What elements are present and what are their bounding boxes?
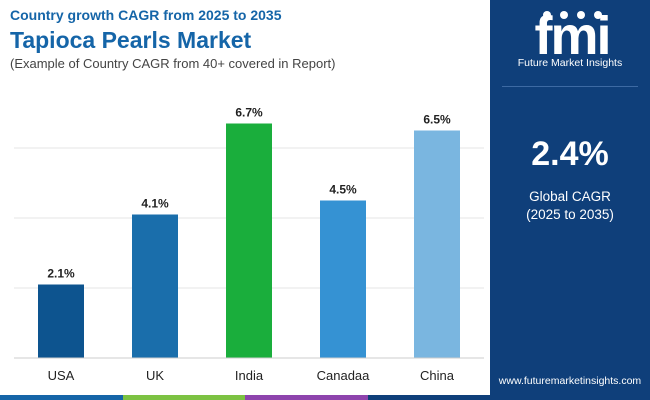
category-label: UK <box>146 368 164 383</box>
bottom-color-strip <box>0 395 490 400</box>
category-label: India <box>235 368 264 383</box>
website-url: www.futuremarketinsights.com <box>498 375 642 387</box>
strip-segment <box>0 395 123 400</box>
panel-divider <box>502 86 638 87</box>
global-cagr-period: (2025 to 2035) <box>526 207 614 222</box>
value-label: 6.7% <box>235 106 263 120</box>
chart-subtitle: (Example of Country CAGR from 40+ covere… <box>10 56 336 71</box>
strip-segment <box>245 395 368 400</box>
value-label: 6.5% <box>423 113 451 127</box>
value-label: 4.5% <box>329 183 357 197</box>
logo-mail-icon <box>560 11 568 19</box>
bar-china <box>414 130 460 358</box>
bar-canadaa <box>320 200 366 358</box>
global-cagr-label: Global CAGR <box>529 189 611 204</box>
chart-title: Tapioca Pearls Market <box>10 27 252 53</box>
category-label: USA <box>48 368 75 383</box>
global-cagr-value: 2.4% <box>531 135 609 173</box>
brand-name: Future Market Insights <box>517 57 623 69</box>
logo-person-icon <box>594 11 602 19</box>
bars <box>38 123 460 358</box>
category-label: Canadaa <box>317 368 371 383</box>
chart-kicker: Country growth CAGR from 2025 to 2035 <box>10 7 282 23</box>
bar-usa <box>38 284 84 358</box>
category-labels: USA UK India Canadaa China <box>48 368 455 383</box>
value-label: 4.1% <box>141 197 169 211</box>
summary-panel: fmi Future Market Insights 2.4% Global C… <box>490 0 650 400</box>
strip-segment <box>367 395 490 400</box>
bar-uk <box>132 214 178 358</box>
strip-segment <box>122 395 245 400</box>
logo-tree-icon <box>577 11 585 19</box>
bar-chart: 2.1% 4.1% 6.7% 4.5% 6.5% USA UK India Canadaa Ch… <box>14 106 484 383</box>
value-labels: 2.1% 4.1% 6.7% 4.5% 6.5% <box>47 106 451 281</box>
value-label: 2.1% <box>47 267 75 281</box>
chart-header: Country growth CAGR from 2025 to 2035 Ta… <box>10 6 480 72</box>
fmi-logo: fmi <box>535 6 612 66</box>
category-label: China <box>420 368 455 383</box>
logo-globe-icon <box>543 11 551 19</box>
bar-india <box>226 123 272 358</box>
